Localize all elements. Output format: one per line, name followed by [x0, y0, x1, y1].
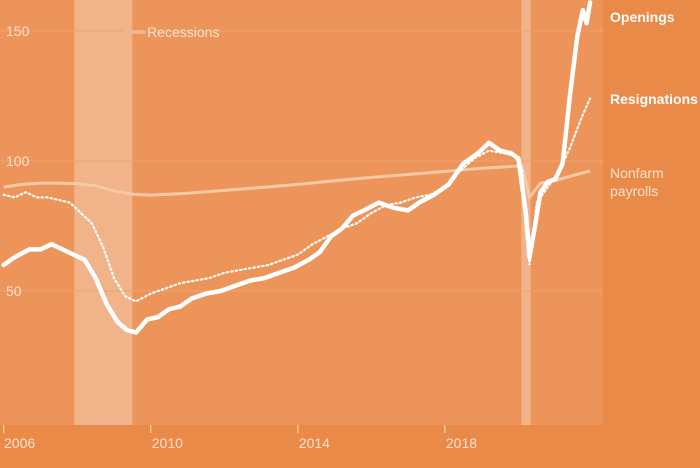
- recession-band-1: [74, 0, 133, 425]
- x-tick-2006: 2006: [4, 435, 35, 451]
- x-tick-2014: 2014: [299, 435, 330, 451]
- y-tick-150: 150: [6, 23, 30, 39]
- x-tick-labels: 2006 2010 2014 2018: [3, 425, 477, 451]
- series-labels: Openings Resignations Nonfarm payrolls: [610, 9, 698, 199]
- series-label-openings: Openings: [610, 9, 675, 25]
- legend: Recessions: [123, 24, 219, 40]
- y-tick-100: 100: [6, 153, 30, 169]
- recessions-legend-label: Recessions: [147, 24, 219, 40]
- series-line-nonfarm-payrolls: [3, 164, 591, 199]
- y-tick-50: 50: [6, 283, 22, 299]
- y-tick-labels: 50 100 150: [6, 23, 30, 299]
- x-tick-2018: 2018: [446, 435, 477, 451]
- series-line-openings: [1, 0, 593, 335]
- series-label-resignations: Resignations: [610, 91, 698, 107]
- series-lines: [1, 0, 593, 335]
- x-tick-2010: 2010: [152, 435, 183, 451]
- series-label-nonfarm-payrolls: Nonfarm payrolls: [610, 165, 664, 199]
- series-label-line: Nonfarm: [610, 165, 664, 181]
- series-label-line: payrolls: [610, 183, 658, 199]
